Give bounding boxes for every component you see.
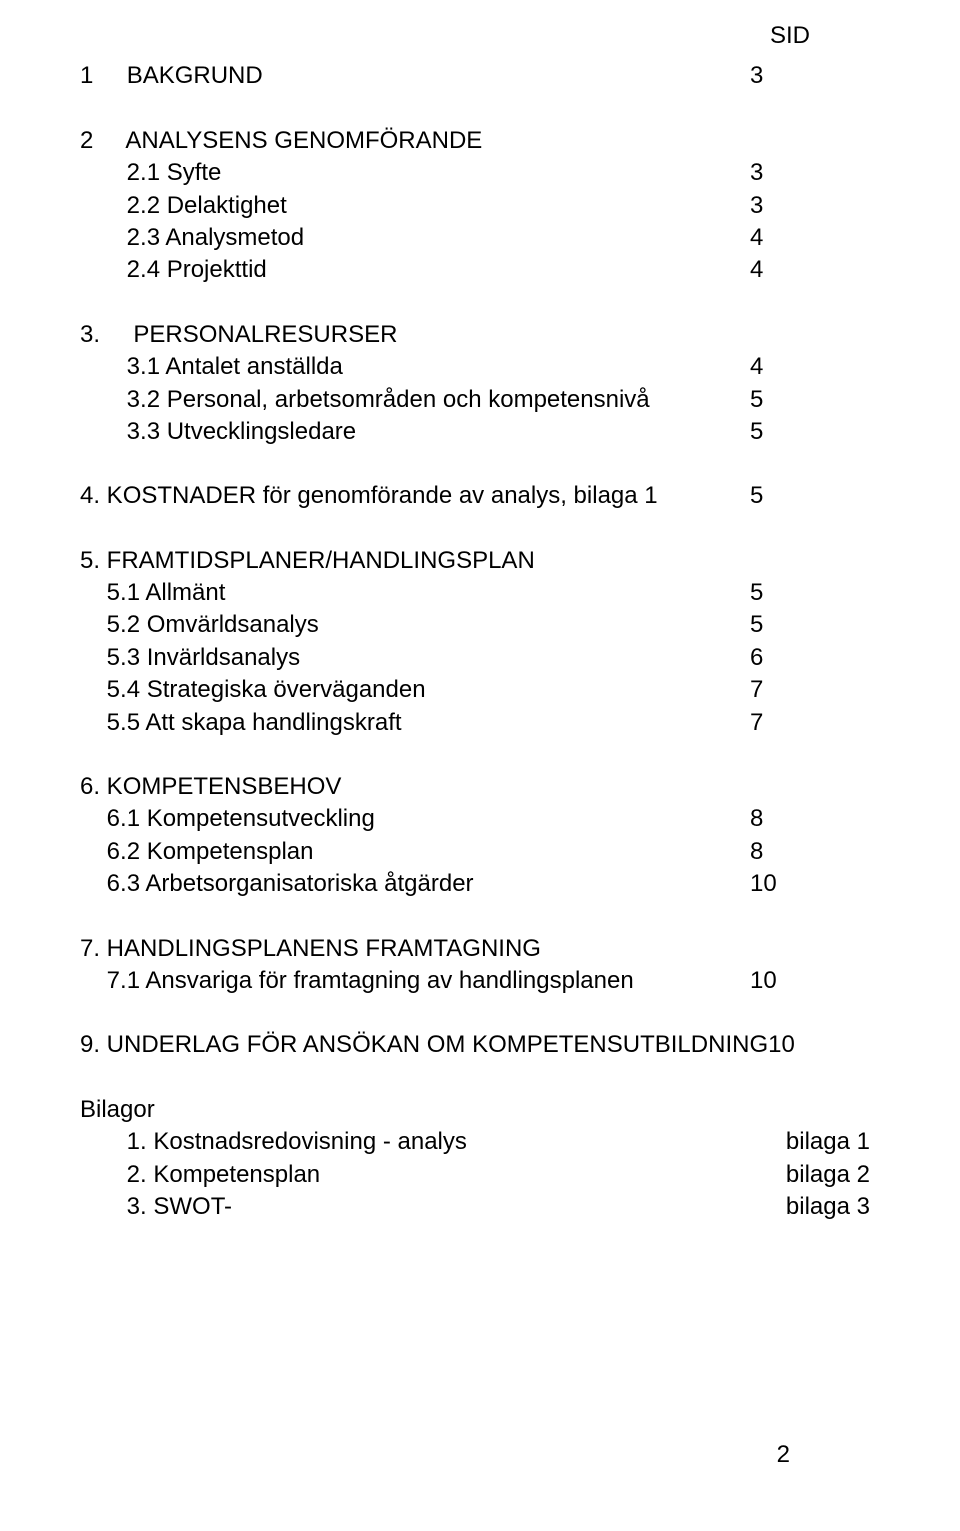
toc-entry: 2 ANALYSENS GENOMFÖRANDE	[80, 125, 880, 157]
bilaga-entry-ref: bilaga 2	[786, 1159, 880, 1191]
toc-entry-label: 3.3 Utvecklingsledare	[80, 416, 356, 448]
page-number: 2	[777, 1439, 790, 1471]
toc-entry-label: 3. PERSONALRESURSER	[80, 319, 397, 351]
toc-entry-label: 2.2 Delaktighet	[80, 190, 287, 222]
toc-entry: 3. PERSONALRESURSER	[80, 319, 880, 351]
toc-entry-label: 5.3 Invärldsanalys	[80, 642, 300, 674]
bilaga-entry-ref: bilaga 1	[786, 1126, 880, 1158]
bilaga-entry-label: 3. SWOT-	[80, 1191, 232, 1223]
toc-entry: 2.1 Syfte 3	[80, 157, 880, 189]
toc-entry: 3.2 Personal, arbetsområden och kompeten…	[80, 384, 880, 416]
toc-spacer	[80, 997, 880, 1029]
toc-entry: 3.1 Antalet anställda 4	[80, 351, 880, 383]
toc-entry-label: 2 ANALYSENS GENOMFÖRANDE	[80, 125, 482, 157]
toc-entry-page: 5	[750, 609, 880, 641]
toc-entry-page: 10	[750, 965, 880, 997]
toc-entry: 7. HANDLINGSPLANENS FRAMTAGNING	[80, 933, 880, 965]
toc-spacer	[80, 513, 880, 545]
toc-spacer	[80, 448, 880, 480]
toc-entry-label: 2.1 Syfte	[80, 157, 221, 189]
toc-entry: 2.4 Projekttid 4	[80, 254, 880, 286]
toc-entry-label: 6.1 Kompetensutveckling	[80, 803, 375, 835]
toc-entry: 6. KOMPETENSBEHOV	[80, 771, 880, 803]
toc-entry: 5.3 Invärldsanalys 6	[80, 642, 880, 674]
toc-entry-label: 6. KOMPETENSBEHOV	[80, 771, 341, 803]
toc-spacer	[80, 93, 880, 125]
toc-entry-page: 10	[768, 1029, 898, 1061]
toc-entry-label: 5.1 Allmänt	[80, 577, 225, 609]
toc-entry: 5.4 Strategiska överväganden 7	[80, 674, 880, 706]
toc-entry-label: 5.5 Att skapa handlingskraft	[80, 707, 402, 739]
bilaga-entry-label: 2. Kompetensplan	[80, 1159, 320, 1191]
toc-entry-label: 7. HANDLINGSPLANENS FRAMTAGNING	[80, 933, 541, 965]
toc-entry-page	[750, 933, 880, 965]
toc-entry-page	[750, 771, 880, 803]
toc-entry-page: 10	[750, 868, 880, 900]
toc-entry: 9. UNDERLAG FÖR ANSÖKAN OM KOMPETENSUTBI…	[80, 1029, 880, 1061]
document-page: { "header": { "sid": "SID" }, "toc": [ {…	[80, 20, 880, 1491]
toc-entry-label: 5.2 Omvärldsanalys	[80, 609, 319, 641]
toc-entry-label: 2.4 Projekttid	[80, 254, 267, 286]
bilaga-entry-ref: bilaga 3	[786, 1191, 880, 1223]
toc-entry-page	[750, 545, 880, 577]
bilaga-entry: 1. Kostnadsredovisning - analys bilaga 1	[80, 1126, 880, 1158]
toc-entry-page: 4	[750, 222, 880, 254]
toc-entry-label: 9. UNDERLAG FÖR ANSÖKAN OM KOMPETENSUTBI…	[80, 1029, 768, 1061]
toc-entry-page: 5	[750, 480, 880, 512]
toc-entry: 5.5 Att skapa handlingskraft 7	[80, 707, 880, 739]
bilaga-entry: 2. Kompetensplan bilaga 2	[80, 1159, 880, 1191]
toc-entry-label: 7.1 Ansvariga för framtagning av handlin…	[80, 965, 634, 997]
toc-entry-page: 4	[750, 254, 880, 286]
toc-entry: 5.1 Allmänt 5	[80, 577, 880, 609]
toc-entry-label: 4. KOSTNADER för genomförande av analys,…	[80, 480, 658, 512]
toc-entry-label: 5. FRAMTIDSPLANER/HANDLINGSPLAN	[80, 545, 535, 577]
toc-spacer	[80, 901, 880, 933]
toc-entry-page: 5	[750, 384, 880, 416]
toc-entry: 6.1 Kompetensutveckling 8	[80, 803, 880, 835]
toc-entry: 4. KOSTNADER för genomförande av analys,…	[80, 480, 880, 512]
toc-entry-label: 5.4 Strategiska överväganden	[80, 674, 426, 706]
toc-entry-label: 1 BAKGRUND	[80, 60, 263, 92]
toc-entry-label: 2.3 Analysmetod	[80, 222, 304, 254]
toc-entry-page	[750, 319, 880, 351]
toc-entry: 6.2 Kompetensplan 8	[80, 836, 880, 868]
toc-spacer	[80, 287, 880, 319]
toc-entry: 7.1 Ansvariga för framtagning av handlin…	[80, 965, 880, 997]
toc-entry-page: 8	[750, 836, 880, 868]
toc-entry-page: 7	[750, 707, 880, 739]
toc-entry-page: 3	[750, 190, 880, 222]
toc-entry-label: 6.2 Kompetensplan	[80, 836, 313, 868]
toc-entry-page: 7	[750, 674, 880, 706]
toc-entry-page: 3	[750, 157, 880, 189]
toc-entry: 1 BAKGRUND 3	[80, 60, 880, 92]
toc-spacer	[80, 739, 880, 771]
bilaga-entry: 3. SWOT-bilaga 3	[80, 1191, 880, 1223]
toc-entry-label: 3.1 Antalet anställda	[80, 351, 343, 383]
toc-entry-page	[750, 125, 880, 157]
toc-entry-page: 4	[750, 351, 880, 383]
toc-entry: 6.3 Arbetsorganisatoriska åtgärder 10	[80, 868, 880, 900]
toc-entry-page: 3	[750, 60, 880, 92]
toc-entry: 5. FRAMTIDSPLANER/HANDLINGSPLAN	[80, 545, 880, 577]
toc-entry: 2.2 Delaktighet 3	[80, 190, 880, 222]
toc-entry-page: 5	[750, 416, 880, 448]
bilagor-heading: Bilagor	[80, 1094, 880, 1126]
toc-entry: 2.3 Analysmetod 4	[80, 222, 880, 254]
page-header-sid: SID	[80, 20, 880, 52]
toc-entry: 3.3 Utvecklingsledare 5	[80, 416, 880, 448]
table-of-contents: 1 BAKGRUND 3 2 ANALYSENS GENOMFÖRANDE 2.1 …	[80, 60, 880, 1061]
toc-entry-page: 6	[750, 642, 880, 674]
toc-entry-page: 8	[750, 803, 880, 835]
bilaga-entry-label: 1. Kostnadsredovisning - analys	[80, 1126, 467, 1158]
bilagor-list: 1. Kostnadsredovisning - analysbilaga 1 …	[80, 1126, 880, 1223]
toc-entry-label: 6.3 Arbetsorganisatoriska åtgärder	[80, 868, 474, 900]
toc-entry-label: 3.2 Personal, arbetsområden och kompeten…	[80, 384, 650, 416]
toc-entry-page: 5	[750, 577, 880, 609]
toc-entry: 5.2 Omvärldsanalys 5	[80, 609, 880, 641]
